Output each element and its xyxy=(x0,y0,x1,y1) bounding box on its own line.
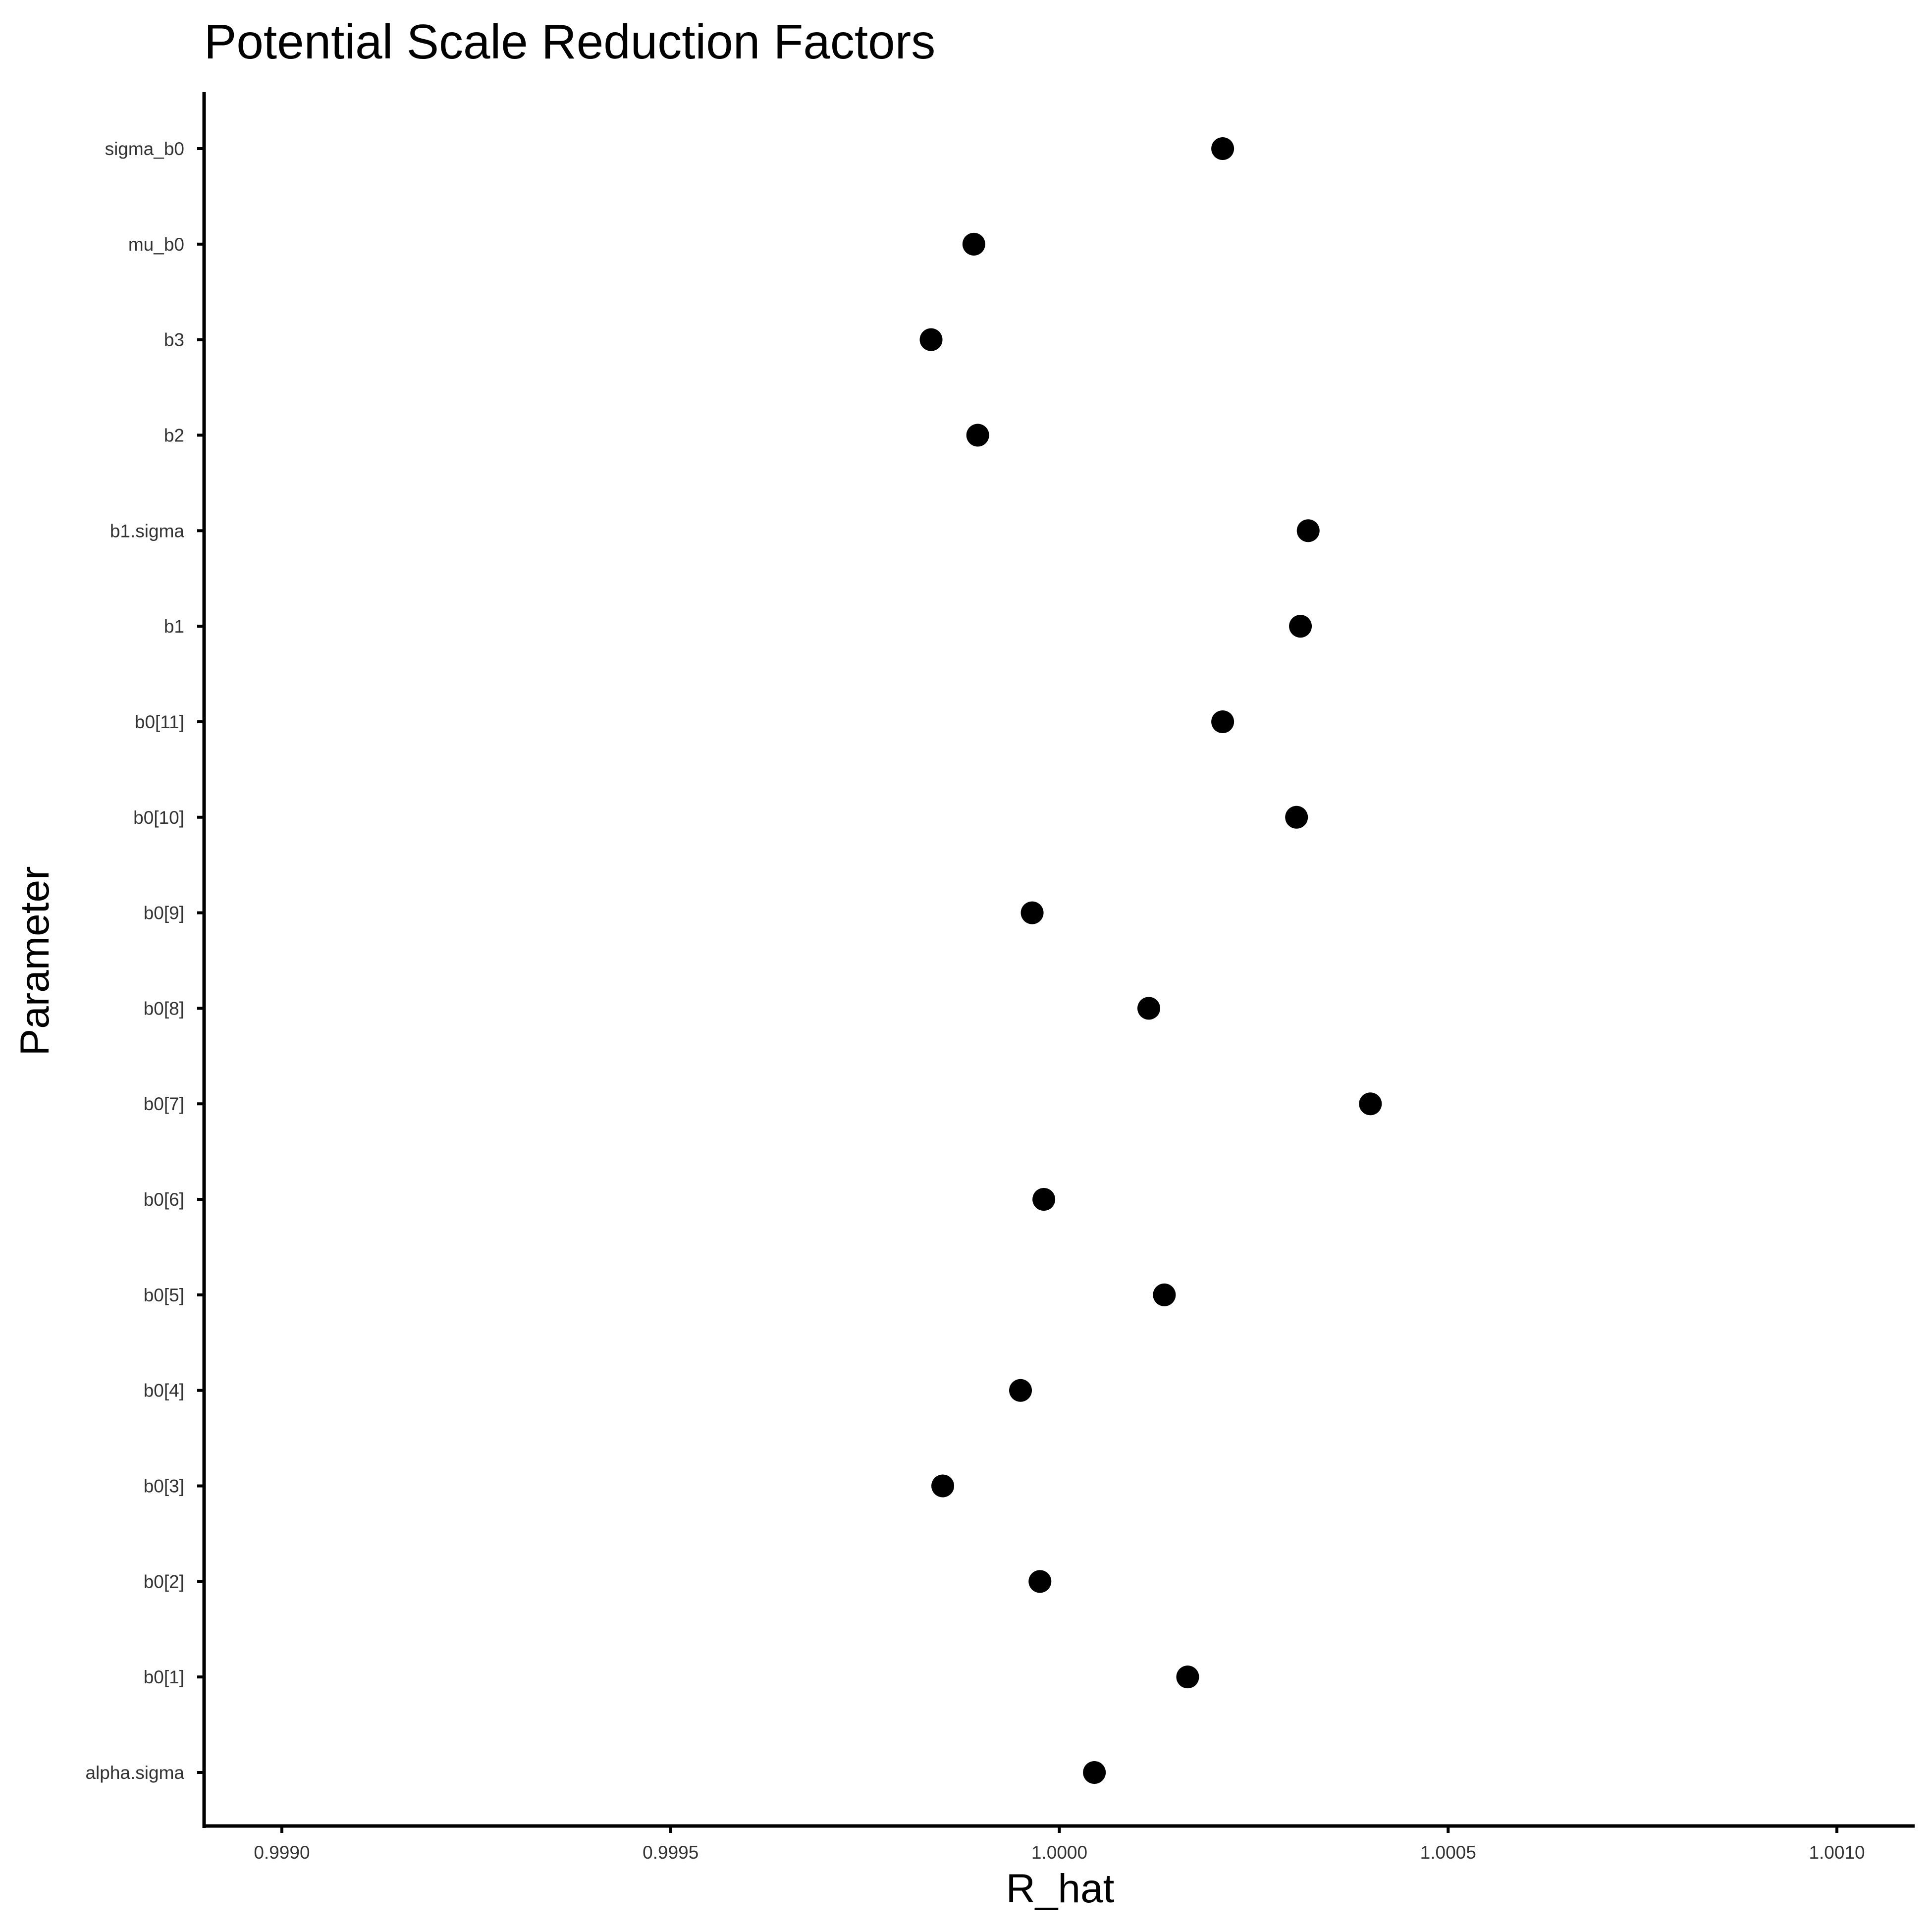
x-axis-ticks: 0.9990 0.9995 1.0000 1.0005 1.0010 xyxy=(254,1826,1865,1863)
y-tick-label: b0[8] xyxy=(144,998,184,1019)
y-tick-label: b0[4] xyxy=(144,1381,184,1401)
data-point xyxy=(1289,615,1312,638)
data-point xyxy=(1211,137,1234,160)
data-point xyxy=(1028,1570,1052,1593)
data-point xyxy=(931,1474,955,1498)
data-point xyxy=(1020,901,1044,924)
y-tick-label: b0[2] xyxy=(144,1571,184,1592)
x-tick-label: 1.0005 xyxy=(1420,1842,1476,1863)
y-tick-label: b0[7] xyxy=(144,1094,184,1114)
data-point xyxy=(1211,710,1234,733)
data-point xyxy=(1137,997,1160,1020)
y-tick-label: b3 xyxy=(164,330,184,350)
data-point xyxy=(1153,1283,1176,1306)
y-tick-label: b0[6] xyxy=(144,1189,184,1210)
y-tick-label: b0[1] xyxy=(144,1667,184,1687)
data-point xyxy=(1296,519,1320,542)
data-point xyxy=(1359,1092,1382,1116)
data-point xyxy=(1285,805,1308,829)
y-tick-label: b0[5] xyxy=(144,1285,184,1305)
data-point xyxy=(1176,1665,1199,1689)
data-point xyxy=(919,328,943,351)
data-point xyxy=(962,232,985,256)
x-tick-label: 0.9990 xyxy=(254,1842,310,1863)
y-tick-label: sigma_b0 xyxy=(105,139,184,159)
y-tick-label: mu_b0 xyxy=(128,234,184,255)
data-point xyxy=(1083,1761,1106,1784)
data-point xyxy=(1032,1188,1056,1211)
data-points xyxy=(919,137,1382,1784)
x-tick-label: 0.9995 xyxy=(643,1842,698,1863)
y-tick-label: b0[11] xyxy=(135,712,184,732)
y-tick-label: b0[3] xyxy=(144,1476,184,1497)
chart-title: Potential Scale Reduction Factors xyxy=(204,14,935,69)
y-tick-label: b0[10] xyxy=(133,807,184,828)
y-tick-label: b1.sigma xyxy=(110,521,185,541)
y-tick-label: b2 xyxy=(164,425,184,445)
data-point xyxy=(1009,1379,1032,1402)
y-tick-label: b1 xyxy=(164,616,184,637)
x-tick-label: 1.0000 xyxy=(1031,1842,1087,1863)
x-tick-label: 1.0010 xyxy=(1809,1842,1865,1863)
y-tick-label: b0[9] xyxy=(144,903,184,923)
data-point xyxy=(966,424,989,447)
y-tick-label: alpha.sigma xyxy=(85,1763,184,1783)
x-axis-title: R_hat xyxy=(1006,1866,1115,1911)
y-axis-ticks: alpha.sigma b0[1] b0[2] b0[3] b0[4] b0[5] b0[6… xyxy=(85,139,204,1783)
y-axis-title: Parameter xyxy=(12,866,57,1056)
